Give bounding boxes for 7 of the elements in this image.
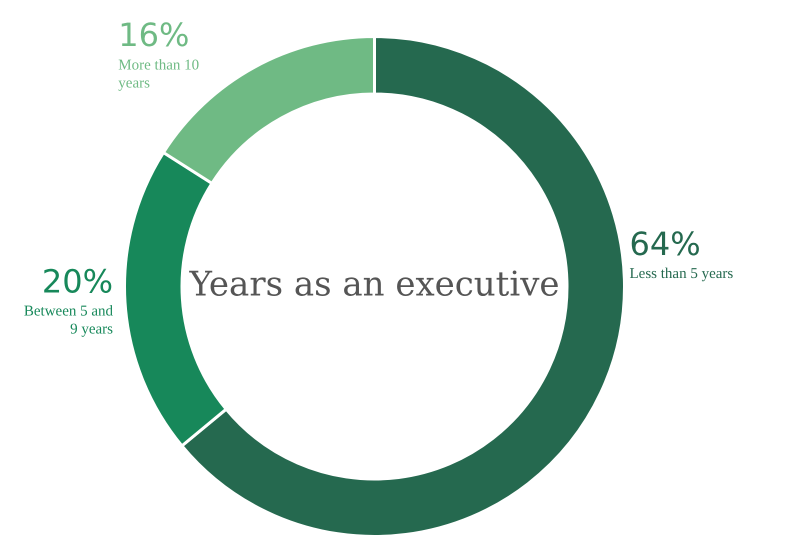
slice-label: More than 10 years (118, 57, 200, 92)
data-label: 16% (118, 16, 190, 54)
slice-label: Between 5 and 9 years (24, 303, 114, 338)
data-label: 20% (42, 262, 114, 300)
data-label: 64% (630, 224, 701, 263)
slice-label: Less than 5 years (630, 266, 734, 282)
text: Years as an executive (188, 264, 560, 304)
